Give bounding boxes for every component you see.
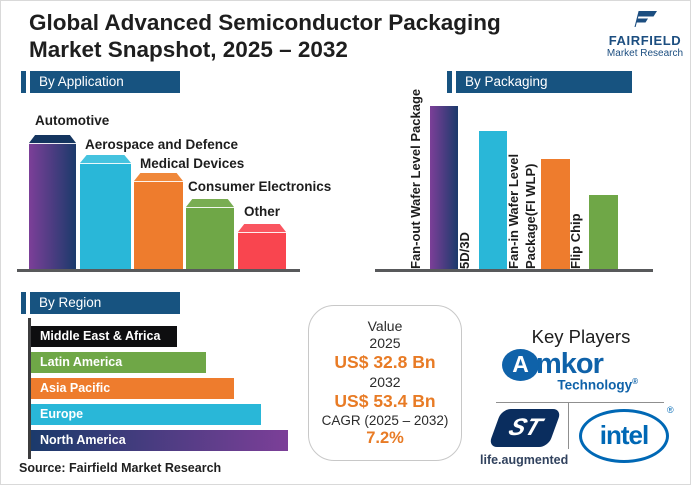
kpi-value-label: Value xyxy=(367,318,403,334)
label-other: Other xyxy=(244,204,281,219)
kpi-year-2032: 2032 xyxy=(369,374,401,390)
fairfield-logo-name: FAIRFIELD xyxy=(608,33,682,48)
bar-medical-devices xyxy=(134,173,183,269)
st-tagline: life.augmented xyxy=(480,453,569,467)
st-logo: ST xyxy=(488,409,562,447)
bar-flip-chip xyxy=(589,195,618,269)
source-note: Source: Fairfield Market Research xyxy=(19,461,222,475)
bar-latin-america: Latin America xyxy=(31,352,206,373)
label-consumer-electronics: Consumer Electronics xyxy=(188,179,332,194)
bar-consumer-electronics xyxy=(186,199,234,269)
title-line1: Global Advanced Semiconductor Packaging xyxy=(29,10,501,35)
by-region-header-label: By Region xyxy=(30,292,180,314)
key-players-heading: Key Players xyxy=(531,326,631,347)
header-tick xyxy=(447,71,452,93)
by-packaging-header: By Packaging xyxy=(447,71,632,93)
bar-cap xyxy=(29,135,76,143)
intel-wordmark: intel xyxy=(599,419,649,450)
amkor-a-icon: A xyxy=(502,348,539,381)
header-tick xyxy=(21,71,26,93)
bar-cap xyxy=(186,199,234,207)
packaging-baseline xyxy=(375,269,653,272)
bar-body xyxy=(29,143,76,269)
header-tick xyxy=(21,292,26,314)
kpi-value-2025: US$ 32.8 Bn xyxy=(334,352,436,372)
amkor-subtext: Technology® xyxy=(557,377,638,393)
title-line2: Market Snapshot, 2025 – 2032 xyxy=(29,37,348,62)
bar-europe: Europe xyxy=(31,404,261,425)
kpi-cagr-label: CAGR (2025 – 2032) xyxy=(321,413,449,428)
label-fan-in-wlp: Fan-in Wafer Level Package(FI WLP) xyxy=(506,153,538,269)
kpi-cagr-value: 7.2% xyxy=(366,429,404,447)
label-flip-chip: Flip Chip xyxy=(568,213,583,269)
kpi-value-2032: US$ 53.4 Bn xyxy=(334,391,436,411)
label-fan-out-wlp: Fan-out Wafer Level Package xyxy=(408,88,423,269)
bar-asia-pacific: Asia Pacific xyxy=(31,378,234,399)
bar-cap xyxy=(80,155,131,163)
label-automotive: Automotive xyxy=(35,113,110,128)
label-5d-3d: 5D/3D xyxy=(457,232,472,269)
intel-registered-mark: ® xyxy=(667,405,674,415)
bar-body xyxy=(186,207,234,269)
bar-north-america: North America xyxy=(31,430,288,451)
bar-body xyxy=(80,163,131,269)
page-title: Global Advanced Semiconductor Packaging … xyxy=(29,9,604,63)
fairfield-logo: FAIRFIELD Market Research xyxy=(602,10,688,59)
market-value-panel: Value 2025 US$ 32.8 Bn 2032 US$ 53.4 Bn … xyxy=(308,305,462,461)
label-aerospace: Aerospace and Defence xyxy=(85,137,239,152)
region-axis xyxy=(28,318,31,459)
fairfield-flag-icon xyxy=(634,11,657,27)
bar-aerospace xyxy=(80,155,131,269)
bar-5d-3d xyxy=(479,131,507,269)
by-application-header: By Application xyxy=(21,71,180,93)
key-players-divider-vertical xyxy=(568,402,569,449)
key-players-divider-horizontal xyxy=(496,402,664,403)
bar-automotive xyxy=(29,135,76,269)
by-packaging-header-label: By Packaging xyxy=(456,71,632,93)
label-medical-devices: Medical Devices xyxy=(140,156,245,171)
amkor-wordmark: mkor xyxy=(536,348,604,380)
kpi-year-2025: 2025 xyxy=(369,335,401,351)
bar-middle-east-africa: Middle East & Africa xyxy=(31,326,177,347)
bar-other xyxy=(238,224,286,269)
bar-body xyxy=(238,232,286,269)
by-region-header: By Region xyxy=(21,292,180,314)
by-application-header-label: By Application xyxy=(30,71,180,93)
fairfield-logo-tagline: Market Research xyxy=(606,48,684,59)
bar-fan-out-wlp xyxy=(430,106,458,269)
bar-cap xyxy=(238,224,286,232)
bar-body xyxy=(134,181,183,269)
intel-logo: intel xyxy=(579,409,669,463)
bar-fan-in-wlp xyxy=(541,159,570,269)
amkor-logo: A mkor Technology® xyxy=(502,348,640,393)
st-wordmark: ST xyxy=(504,414,546,441)
application-baseline xyxy=(17,269,300,272)
bar-cap xyxy=(134,173,183,181)
